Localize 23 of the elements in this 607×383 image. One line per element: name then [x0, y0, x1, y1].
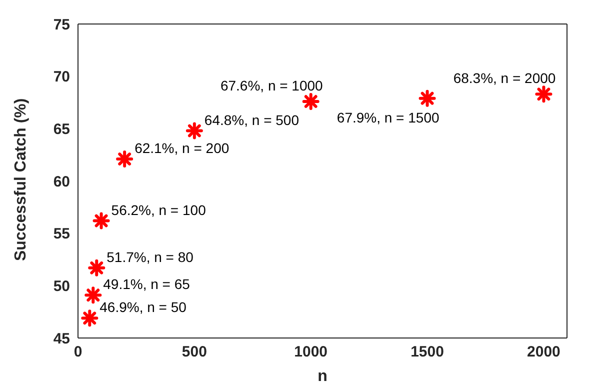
y-tick-label: 65 — [53, 120, 70, 138]
x-tick-label: 1000 — [294, 344, 328, 361]
y-tick-label: 70 — [53, 68, 70, 86]
data-label: 64.8%, n = 500 — [204, 112, 300, 128]
y-tick-label: 45 — [53, 330, 70, 348]
data-label: 68.3%, n = 2000 — [453, 70, 556, 86]
data-label: 49.1%, n = 65 — [103, 276, 190, 292]
data-label: 62.1%, n = 200 — [134, 140, 230, 156]
data-label: 56.2%, n = 100 — [111, 202, 206, 218]
y-tick-label: 75 — [53, 16, 70, 34]
x-tick-label: 0 — [74, 344, 82, 361]
data-label: 67.6%, n = 1000 — [220, 77, 324, 94]
data-label: 67.9%, n = 1500 — [336, 109, 440, 126]
y-tick-label: 50 — [53, 278, 70, 295]
x-tick-label: 500 — [182, 344, 207, 361]
data-label: 46.9%, n = 50 — [100, 299, 187, 316]
y-tick-label: 55 — [53, 226, 70, 243]
data-label: 51.7%, n = 80 — [106, 248, 194, 265]
x-tick-label: 2000 — [527, 344, 560, 361]
x-tick-label: 1500 — [410, 344, 444, 361]
y-axis-title: Successful Catch (%) — [12, 98, 30, 261]
x-axis-title: n — [318, 368, 328, 383]
y-tick-label: 60 — [53, 173, 70, 190]
